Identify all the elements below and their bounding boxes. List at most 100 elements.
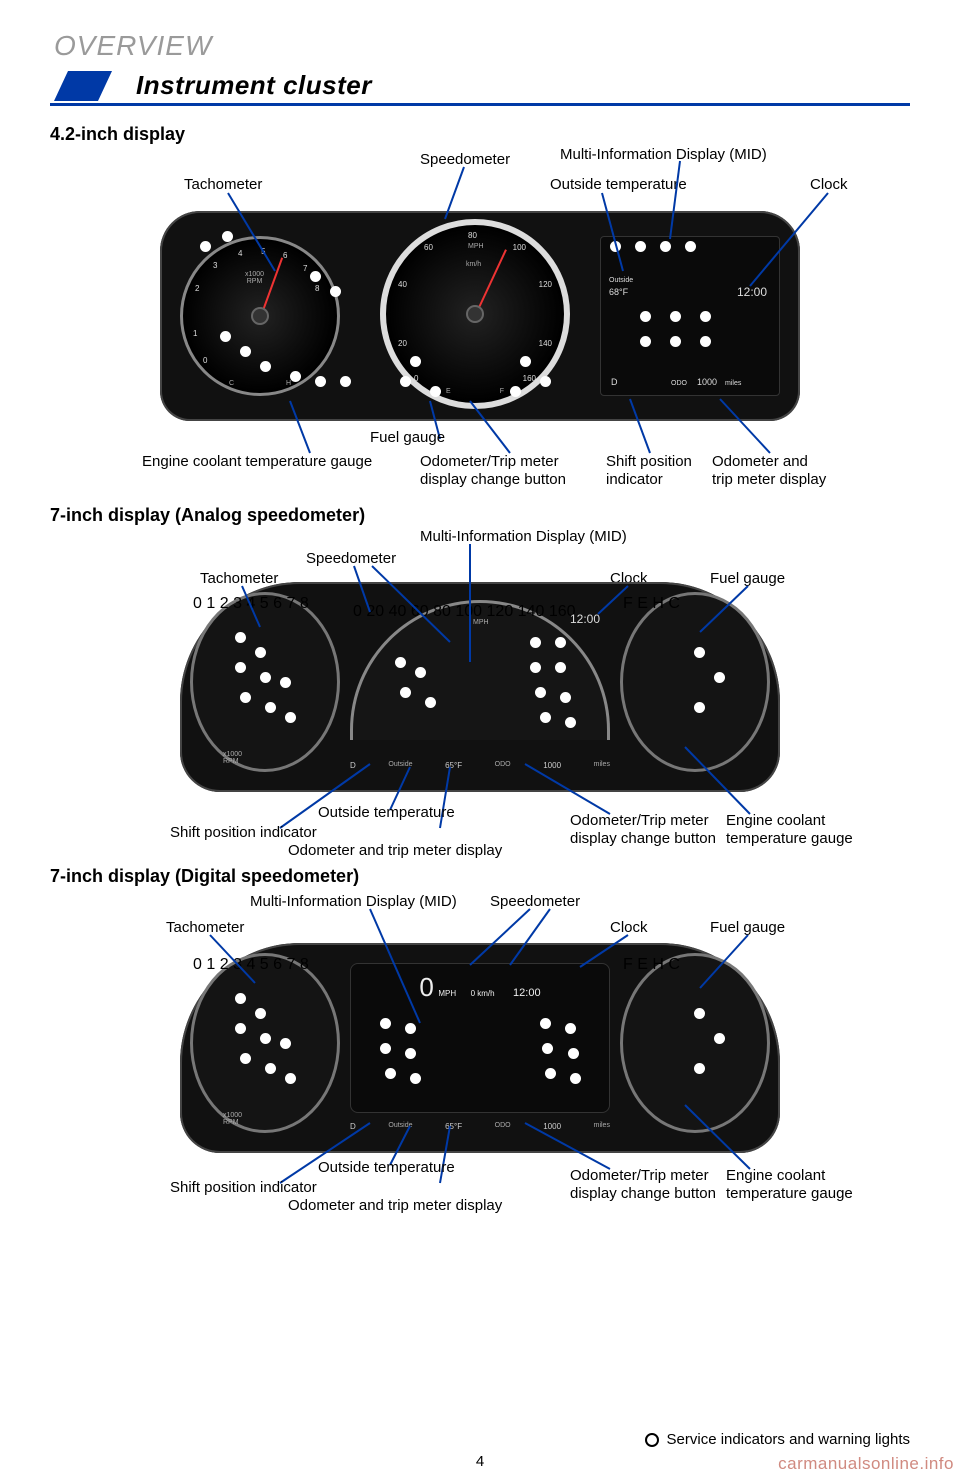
ib7a-out: 65°F [445, 761, 462, 770]
callout-7a-odo-disp: Odometer and trip meter display [288, 842, 502, 860]
t7d-unit: x1000 RPM [223, 1112, 242, 1126]
callout-7a-tach: Tachometer [200, 570, 278, 588]
speedo-kmh-label: km/h [466, 261, 481, 268]
t7a-3: 3 [233, 595, 242, 612]
ib7d-shift: D [350, 1122, 356, 1131]
s7a-20: 20 [366, 603, 384, 620]
sp-160: 160 [523, 374, 536, 383]
callout-7a-outtemp: Outside temperature [318, 804, 455, 822]
callout-7a-speedo: Speedometer [306, 550, 396, 568]
mid-odo-label: ODO [671, 380, 687, 387]
t7d-6: 6 [273, 956, 282, 973]
ib7d-odo-lbl: ODO [495, 1122, 511, 1131]
mid-7d: 0 MPH 0 km/h 12:00 [350, 963, 610, 1113]
s7a-140: 140 [518, 603, 545, 620]
coolant-c: C [229, 380, 234, 387]
c7a-h: H [652, 595, 664, 612]
sp-140: 140 [539, 339, 552, 348]
title-bar: Instrument cluster [50, 70, 910, 106]
ds-kmh: 0 km/h [471, 989, 495, 998]
c7d-h: H [652, 956, 664, 973]
fuel-f: F [500, 388, 504, 395]
mid-screen: Outside 68°F 12:00 D ODO 1000 miles [600, 236, 780, 396]
callout-mid: Multi-Information Display (MID) [560, 146, 767, 164]
t7a-0: 0 [193, 595, 202, 612]
tachometer-dial: 0 1 2 3 4 5 6 7 8 x1000 RPM C H [180, 236, 340, 396]
callout-shift: Shift position indicator [606, 453, 716, 489]
legend-text: Service indicators and warning lights [667, 1431, 910, 1448]
tach-unit: x1000 RPM [245, 271, 264, 285]
ds-val: 0 [419, 972, 433, 1002]
t7a-unit: x1000 RPM [223, 751, 242, 765]
t7a-5: 5 [260, 595, 269, 612]
ib7d-out: 65°F [445, 1122, 462, 1131]
clock-7a: 12:00 [570, 612, 600, 626]
callout-tachometer: Tachometer [184, 176, 262, 194]
t7d-4: 4 [246, 956, 255, 973]
sp-100: 100 [513, 243, 526, 252]
callout-coolant: Engine coolant temperature gauge [142, 453, 372, 471]
cluster-42-wrap: Speedometer Multi-Information Display (M… [50, 151, 910, 471]
callout-odo-btn: Odometer/Trip meter display change butto… [420, 453, 570, 489]
s7a-60: 60 [411, 603, 429, 620]
ds-clock: 12:00 [513, 987, 541, 999]
t7d-0: 0 [193, 956, 202, 973]
info-bar-7d: D Outside 65°F ODO 1000 miles [350, 1122, 610, 1131]
t7d-7: 7 [287, 956, 296, 973]
ib7d-out-lbl: Outside [388, 1122, 412, 1131]
ib7a-shift: D [350, 761, 356, 770]
page-number: 4 [476, 1453, 484, 1470]
coolant-h: H [286, 380, 291, 387]
tach-4: 4 [238, 249, 242, 258]
s7a-0: 0 [353, 603, 362, 620]
section-heading-7a: 7-inch display (Analog speedometer) [50, 505, 910, 526]
tach-8: 8 [315, 284, 319, 293]
callout-speedometer: Speedometer [420, 151, 510, 169]
callout-7a-fuel: Fuel gauge [710, 570, 785, 588]
ib7a-odo: 1000 [543, 761, 561, 770]
sp-80: 80 [468, 231, 477, 240]
callout-7a-coolant: Engine coolant temperature gauge [726, 812, 876, 848]
t7a-8: 8 [300, 595, 309, 612]
s7a-unit: MPH [473, 619, 489, 626]
callout-7a-mid: Multi-Information Display (MID) [420, 528, 627, 546]
ib7a-odo-lbl: ODO [495, 761, 511, 770]
t7d-8: 8 [300, 956, 309, 973]
tach-0: 0 [203, 356, 207, 365]
callout-odo-disp: Odometer and trip meter display [712, 453, 852, 489]
tach-7: 7 [303, 264, 307, 273]
callout-7d-outtemp: Outside temperature [318, 1159, 455, 1177]
section-heading-42: 4.2-inch display [50, 124, 910, 145]
section-7a: Multi-Information Display (MID) Speedome… [50, 532, 910, 842]
callout-outside-temp: Outside temperature [550, 176, 687, 194]
callout-7d-shift: Shift position indicator [170, 1179, 317, 1197]
t7a-6: 6 [273, 595, 282, 612]
callout-fuel: Fuel gauge [370, 429, 445, 447]
cluster-42-body: 0 1 2 3 4 5 6 7 8 x1000 RPM C H 0 20 40 … [160, 211, 800, 421]
f7a-f: F [623, 595, 633, 612]
t7a-4: 4 [246, 595, 255, 612]
cluster-7d-wrap: Multi-Information Display (MID) Speedome… [50, 893, 910, 1203]
fuel-arc-7a: F E H C [620, 592, 770, 772]
callout-7d-speedo: Speedometer [490, 893, 580, 911]
mid-outside-label: Outside [609, 277, 633, 284]
mid-odo-unit: miles [725, 380, 741, 387]
s7a-40: 40 [389, 603, 407, 620]
cluster-7d-body: 0 1 2 3 4 5 6 7 8 x1000 RPM F E H C 0 [180, 943, 780, 1153]
s7a-80: 80 [433, 603, 451, 620]
sp-40: 40 [398, 280, 407, 289]
callout-7d-odo-disp: Odometer and trip meter display [288, 1197, 502, 1215]
t7d-5: 5 [260, 956, 269, 973]
overview-label: OVERVIEW [54, 30, 910, 62]
callout-7a-odo-btn: Odometer/Trip meter display change butto… [570, 812, 730, 848]
cluster-7a-body: 0 1 2 3 4 5 6 7 8 x1000 RPM F E H C 0 [180, 582, 780, 792]
t7a-1: 1 [206, 595, 215, 612]
f7d-e: E [637, 956, 648, 973]
callout-7d-tach: Tachometer [166, 919, 244, 937]
callout-7a-shift: Shift position indicator [170, 824, 317, 842]
legend: Service indicators and warning lights [645, 1431, 910, 1448]
c7a-c: C [668, 595, 680, 612]
tach-6: 6 [283, 251, 287, 260]
watermark: carmanualsonline.info [778, 1454, 954, 1474]
section-7d: Multi-Information Display (MID) Speedome… [50, 893, 910, 1203]
